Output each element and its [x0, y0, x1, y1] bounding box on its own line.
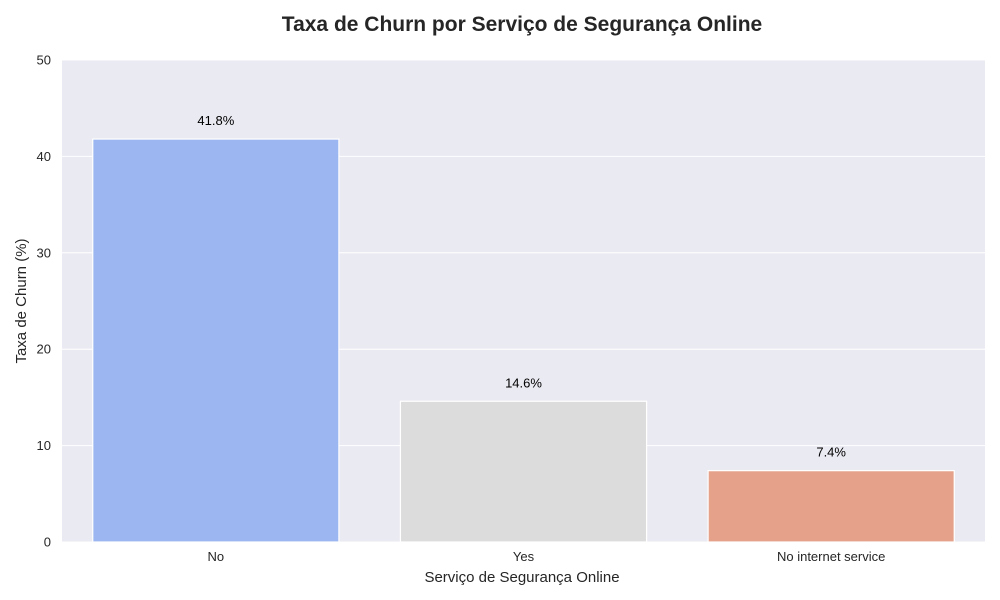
- x-tick-label: No: [208, 549, 225, 564]
- y-tick-label: 10: [37, 438, 51, 453]
- y-tick-label: 20: [37, 342, 51, 357]
- y-axis-label: Taxa de Churn (%): [13, 238, 30, 363]
- y-tick-label: 0: [44, 535, 51, 550]
- bar: [707, 470, 955, 543]
- y-tick-label: 30: [37, 245, 51, 260]
- bars: [92, 138, 955, 543]
- bar-value-label: 14.6%: [505, 375, 542, 390]
- bar-value-label: 41.8%: [197, 113, 234, 128]
- bar: [92, 138, 340, 543]
- y-tick-label: 40: [37, 149, 51, 164]
- y-tick-label: 50: [37, 53, 51, 68]
- x-tick-label: Yes: [513, 549, 535, 564]
- bar-value-label: 7.4%: [816, 445, 846, 460]
- bar: [399, 400, 648, 543]
- x-axis-ticks: No Yes No internet service: [208, 549, 886, 564]
- x-axis-label: Serviço de Segurança Online: [424, 569, 619, 586]
- data-labels: 41.8% 14.6% 7.4%: [197, 113, 846, 460]
- x-tick-label: No internet service: [777, 549, 885, 564]
- y-axis-ticks: 0 10 20 30 40 50: [37, 53, 51, 550]
- chart-title: Taxa de Churn por Serviço de Segurança O…: [282, 13, 762, 36]
